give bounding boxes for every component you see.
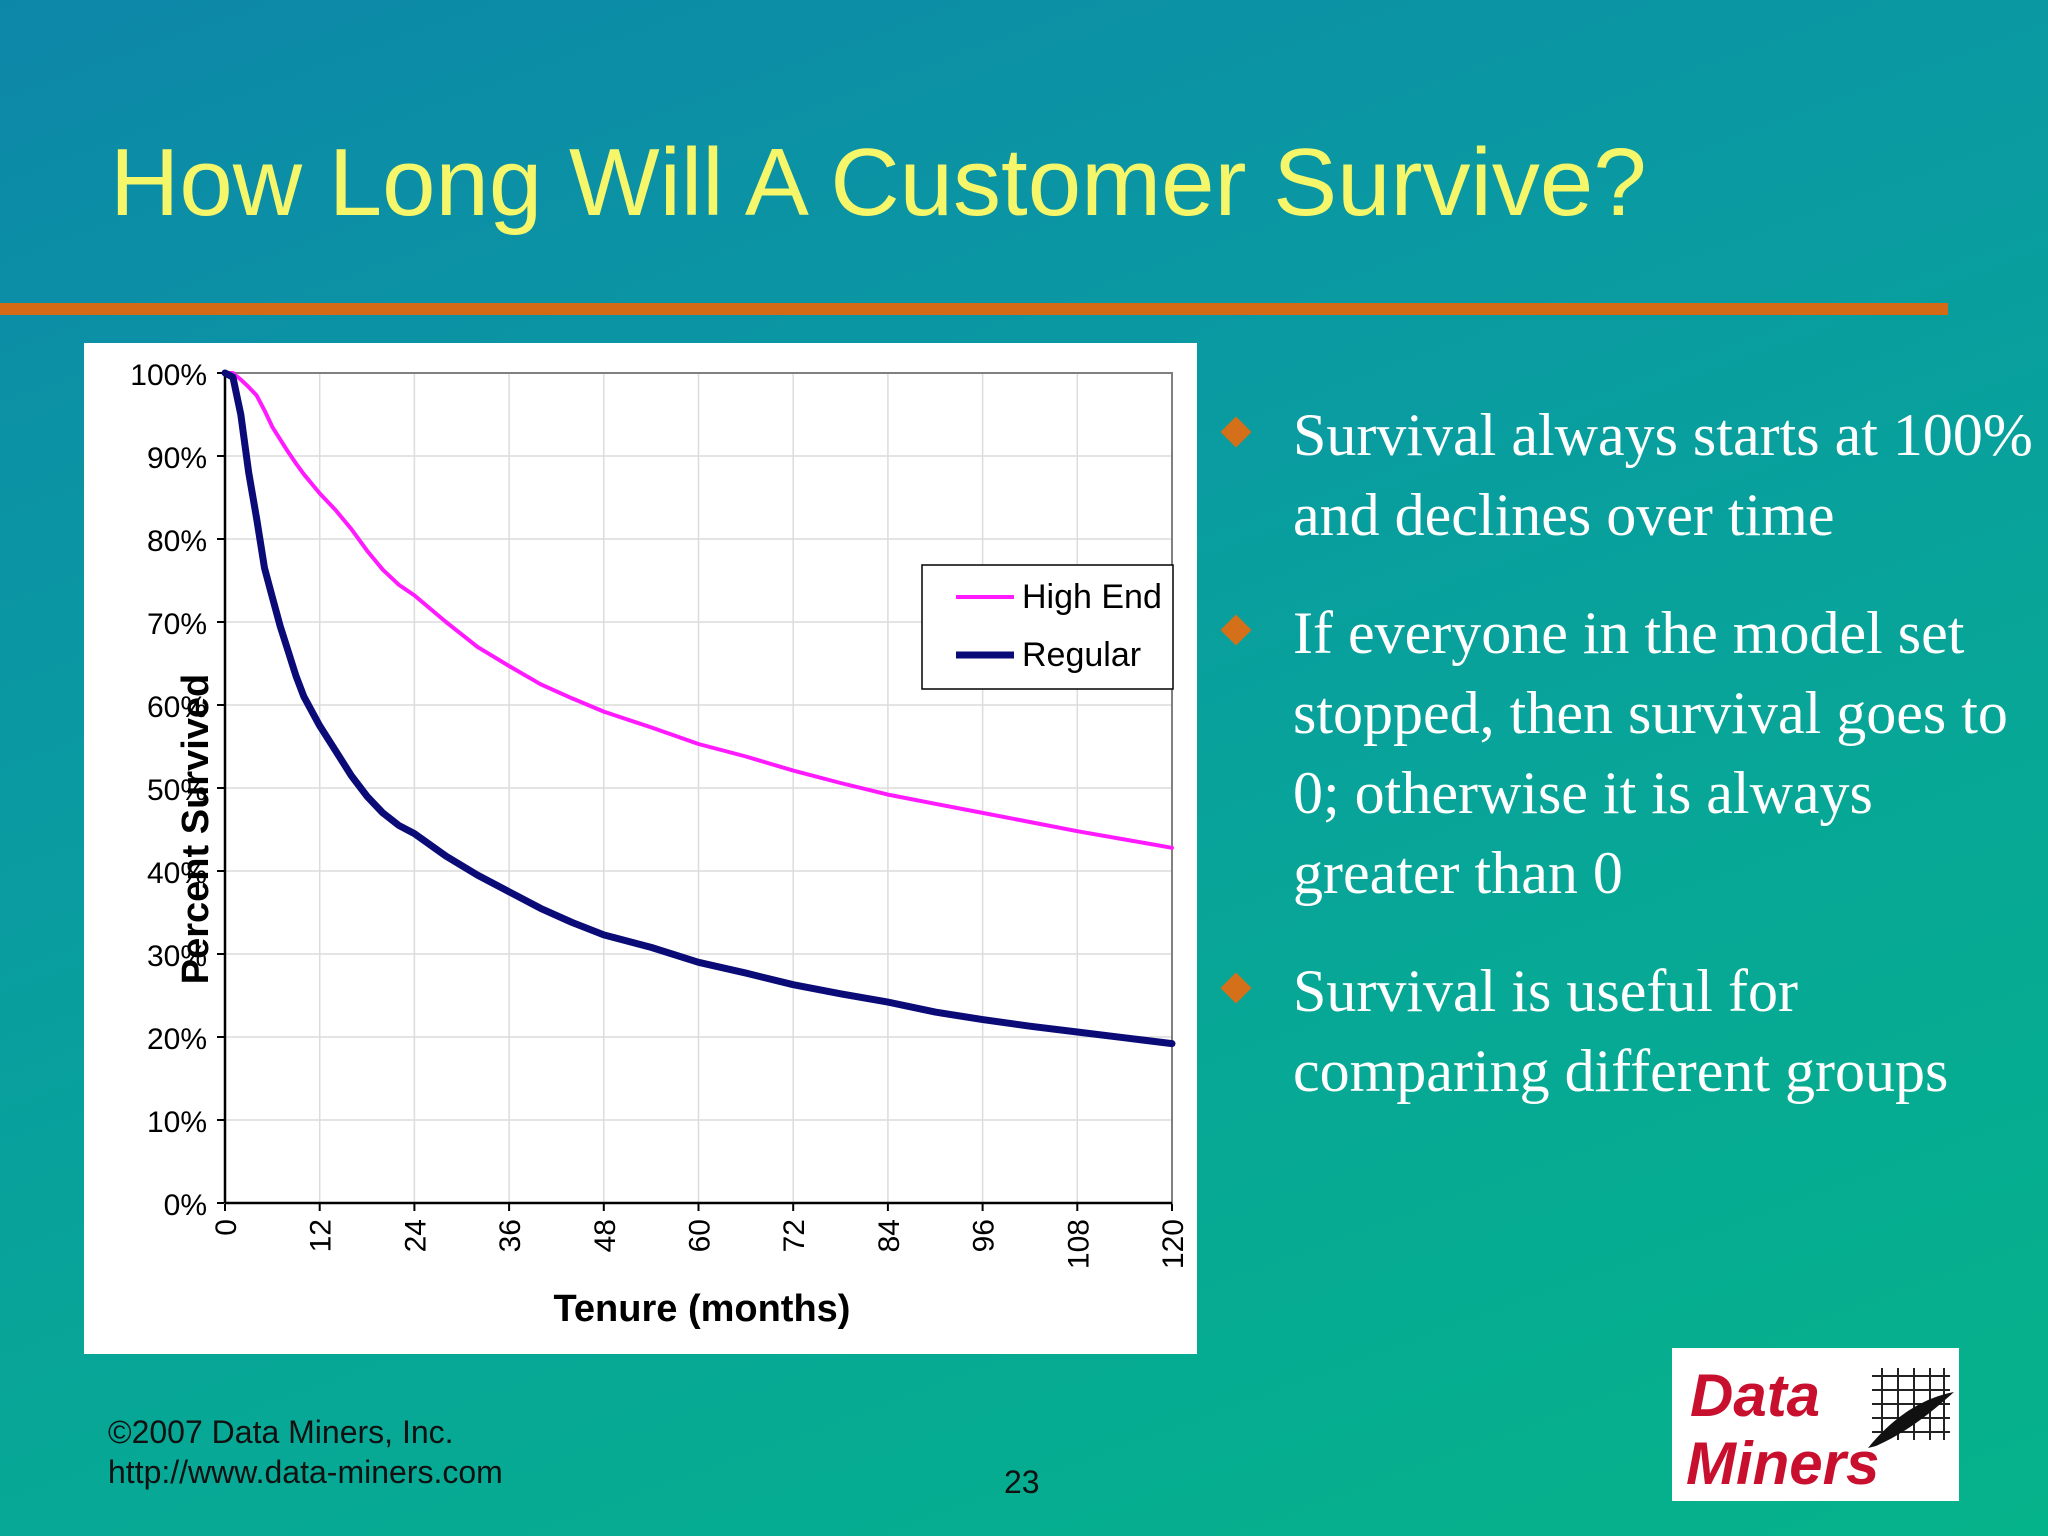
y-tick-label: 100% [130, 359, 207, 392]
survival-chart-panel: 0% 10% 20% 30% 40% 50% 60% 70% 80% 90% 100% 0 12 24 36… [84, 343, 1197, 1354]
x-axis-label: Tenure (months) [554, 1288, 851, 1330]
page-number: 23 [1004, 1464, 1040, 1500]
bullet-item: Survival always starts at 100% and decli… [1215, 395, 2035, 555]
y-axis-label: Percent Survived [175, 674, 217, 984]
series-line-regular [221, 369, 1176, 1048]
x-tick-label: 48 [589, 1219, 622, 1252]
footer-copyright: ©2007 Data Miners, Inc. http://www.data-… [108, 1412, 503, 1492]
x-tick-label: 24 [399, 1219, 432, 1252]
y-tick-label: 10% [147, 1106, 207, 1139]
orange-diamond-icon [1220, 416, 1252, 448]
x-tick-label: 0 [210, 1219, 243, 1236]
x-tick-label: 72 [778, 1219, 811, 1252]
y-tick-label: 50% [147, 774, 207, 807]
chart-grid [224, 372, 1173, 1204]
y-tick-label: 40% [147, 857, 207, 890]
y-tick-label: 70% [147, 608, 207, 641]
logo-word-data: Data [1690, 1362, 1820, 1429]
copyright-text: ©2007 Data Miners, Inc. [108, 1414, 454, 1450]
title-divider [0, 303, 1948, 315]
y-tick-label: 90% [147, 442, 207, 475]
orange-diamond-icon [1220, 972, 1252, 1004]
survival-chart: 0% 10% 20% 30% 40% 50% 60% 70% 80% 90% 100% 0 12 24 36… [130, 359, 1190, 1330]
website-link[interactable]: http://www.data-miners.com [108, 1454, 503, 1490]
data-miners-logo: Data Miners [1672, 1348, 1959, 1501]
series-line-high-end [223, 371, 1174, 850]
quill-pen-grid-icon: Data Miners [1686, 1362, 1954, 1497]
y-tick-label: 0% [164, 1189, 207, 1222]
x-tick-label: 108 [1062, 1219, 1095, 1269]
x-tick-label: 60 [684, 1219, 717, 1252]
orange-diamond-icon [1220, 614, 1252, 646]
legend-box [921, 564, 1174, 690]
y-tick-label: 60% [147, 691, 207, 724]
bullet-list: Survival always starts at 100% and decli… [1215, 395, 2035, 1149]
slide-title: How Long Will A Customer Survive? [110, 129, 1647, 236]
chart-axes: 0% 10% 20% 30% 40% 50% 60% 70% 80% 90% 100% 0 12 24 36… [130, 359, 1190, 1269]
logo-word-miners: Miners [1686, 1430, 1879, 1497]
y-tick-label: 20% [147, 1023, 207, 1056]
legend-label: Regular [1022, 636, 1141, 674]
x-tick-label: 120 [1157, 1219, 1190, 1269]
legend-label: High End [1022, 578, 1162, 616]
bullet-item: Survival is useful for comparing differe… [1215, 951, 2035, 1111]
chart-legend: High End Regular [921, 564, 1174, 690]
x-tick-label: 12 [305, 1219, 338, 1252]
x-tick-label: 84 [873, 1219, 906, 1252]
y-tick-label: 80% [147, 525, 207, 558]
x-tick-label: 36 [494, 1219, 527, 1252]
bullet-text: Survival always starts at 100% and decli… [1293, 402, 2033, 548]
chart-series [221, 369, 1176, 1048]
bullet-text: Survival is useful for comparing differe… [1293, 958, 1949, 1104]
bullet-text: If everyone in the model set stopped, th… [1293, 600, 2008, 906]
x-tick-label: 96 [968, 1219, 1001, 1252]
bullet-item: If everyone in the model set stopped, th… [1215, 593, 2035, 913]
y-tick-label: 30% [147, 940, 207, 973]
